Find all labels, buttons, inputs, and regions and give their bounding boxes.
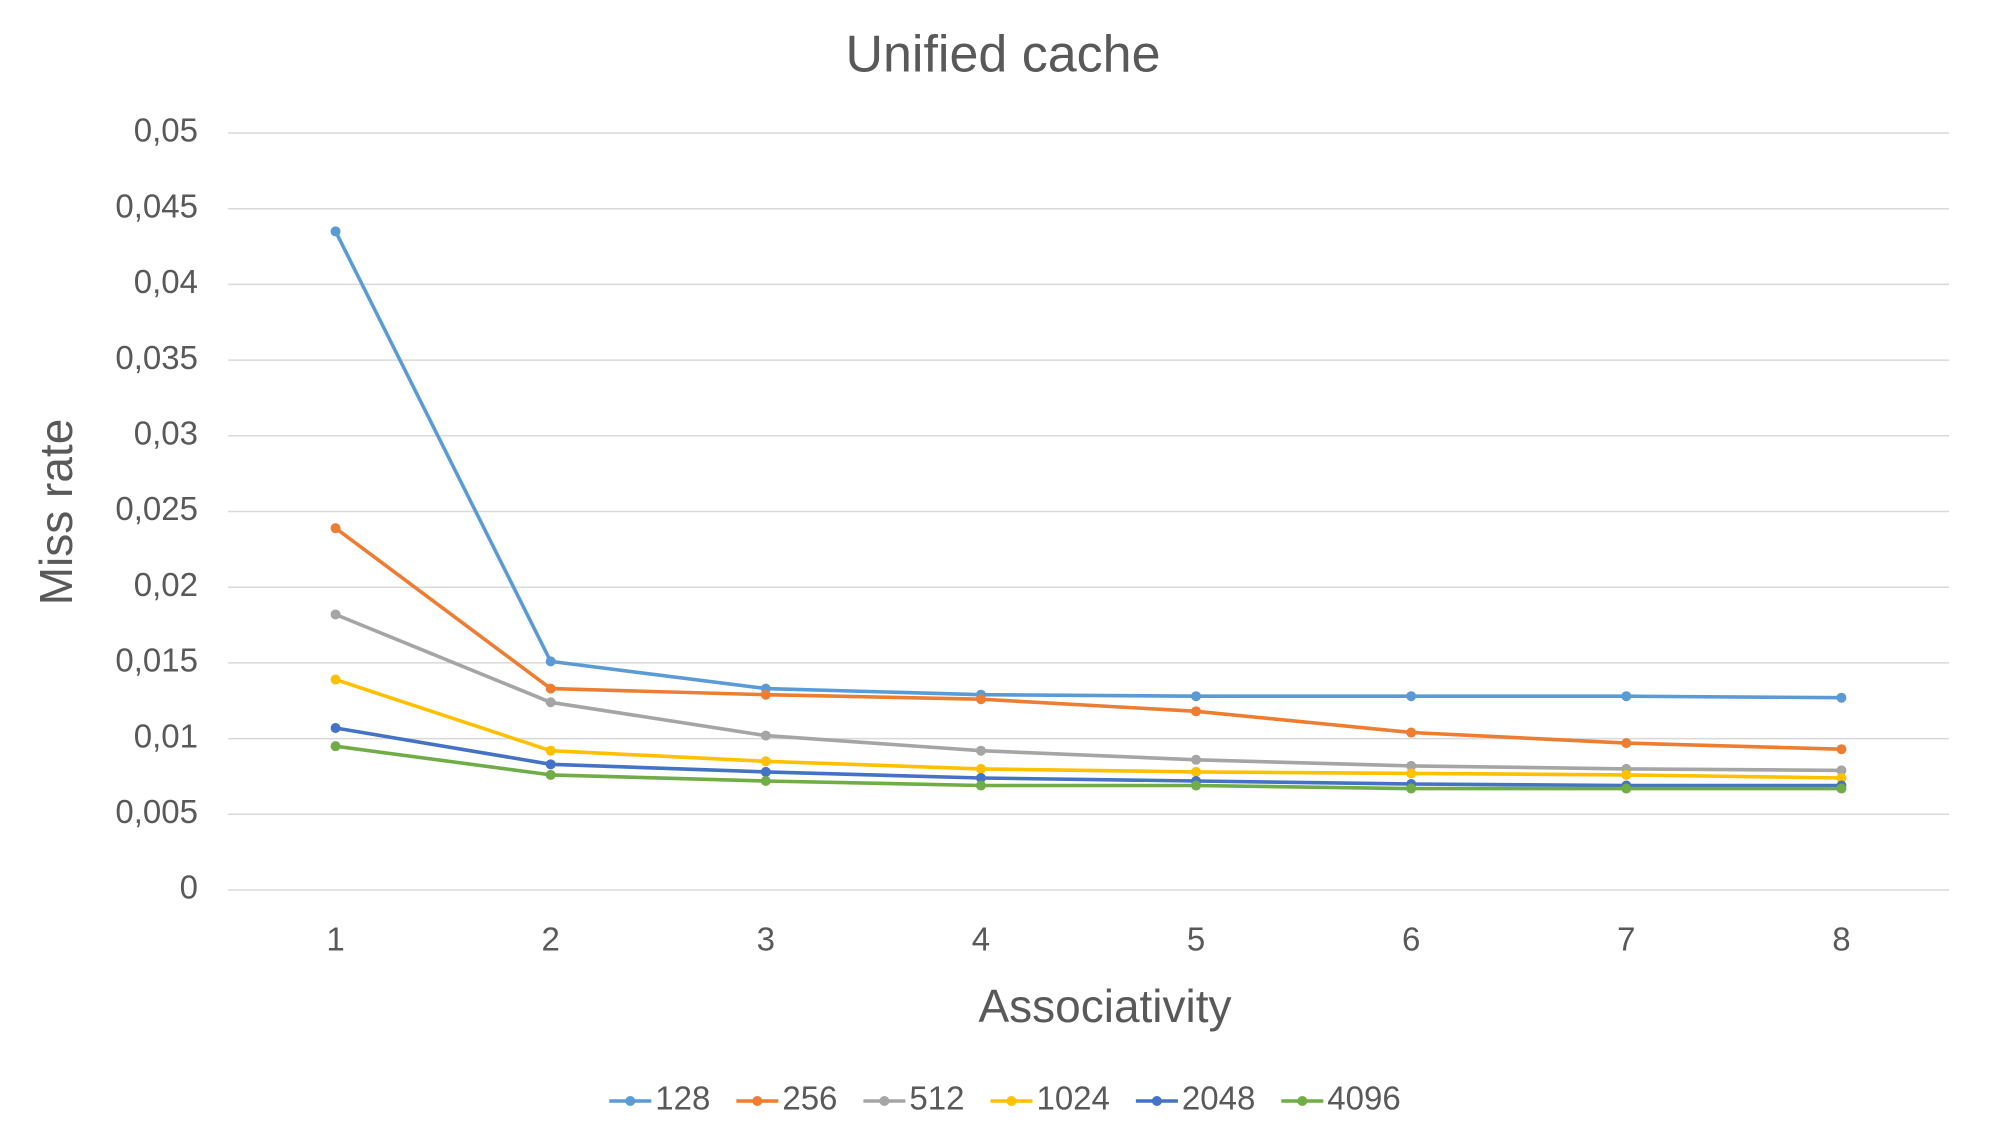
y-axis-title: Miss rate	[30, 419, 82, 606]
series-line	[334, 526, 1842, 751]
data-point	[1621, 738, 1632, 749]
legend-marker	[1151, 1096, 1162, 1106]
legend-marker	[752, 1096, 763, 1106]
data-point	[975, 694, 986, 705]
data-point	[545, 697, 556, 708]
data-point	[330, 741, 341, 752]
x-tick-label: 8	[1832, 921, 1850, 958]
x-tick-label: 5	[1187, 921, 1205, 958]
data-point	[1191, 706, 1202, 717]
y-tick-label: 0,05	[134, 112, 198, 149]
x-tick-label: 7	[1617, 921, 1635, 958]
data-point	[1191, 766, 1202, 777]
legend-label: 512	[909, 1080, 964, 1117]
y-tick-label: 0,04	[134, 263, 198, 300]
data-point	[1406, 760, 1417, 771]
data-point	[975, 745, 986, 756]
data-point	[1406, 691, 1417, 702]
y-tick-label: 0,02	[134, 566, 198, 603]
data-point	[1836, 765, 1847, 776]
x-tick-label: 3	[757, 921, 775, 958]
data-point	[760, 756, 771, 767]
series-line	[335, 677, 1842, 780]
data-point	[545, 656, 556, 667]
y-tick-label: 0	[180, 869, 198, 906]
legend-label: 256	[782, 1080, 837, 1117]
legend-marker	[879, 1096, 890, 1106]
y-tick-label: 0,015	[115, 642, 198, 679]
y-tick-label: 0,045	[115, 187, 198, 224]
y-tick-label: 0,01	[134, 717, 198, 754]
data-point	[330, 674, 341, 685]
y-tick-label: 0,005	[115, 793, 198, 830]
data-point	[975, 763, 986, 774]
data-point	[1191, 691, 1202, 702]
data-point	[545, 683, 556, 694]
data-point	[1621, 769, 1632, 780]
series-line	[333, 230, 1842, 700]
data-point	[1621, 783, 1632, 794]
legend-marker	[1297, 1096, 1308, 1106]
x-tick-label: 4	[972, 921, 990, 958]
x-tick-label: 1	[326, 921, 344, 958]
data-point	[1621, 691, 1632, 702]
data-point	[975, 772, 986, 783]
data-point	[1406, 768, 1417, 779]
data-point	[330, 523, 341, 534]
legend-label: 4096	[1327, 1080, 1400, 1117]
data-point	[760, 775, 771, 786]
data-point	[1191, 780, 1202, 791]
x-axis-title: Associativity	[978, 980, 1231, 1032]
data-point	[1836, 772, 1847, 783]
chart-title: Unified cache	[845, 26, 1160, 84]
data-point	[1836, 692, 1847, 703]
data-point	[760, 730, 771, 741]
y-tick-label: 0,03	[134, 415, 198, 452]
y-tick-label: 0,035	[115, 339, 198, 376]
data-point	[545, 759, 556, 770]
data-point	[1406, 727, 1417, 738]
data-point	[1406, 783, 1417, 794]
x-tick-label: 6	[1402, 921, 1420, 958]
series-line	[334, 612, 1842, 773]
data-point	[330, 226, 341, 237]
legend-label: 1024	[1036, 1080, 1109, 1117]
legend-label: 2048	[1182, 1080, 1255, 1117]
legend-marker	[625, 1096, 636, 1106]
data-point	[975, 780, 986, 791]
data-point	[1836, 783, 1847, 794]
data-point	[545, 745, 556, 756]
data-point	[1191, 754, 1202, 765]
data-point	[330, 609, 341, 620]
y-tick-label: 0,025	[115, 490, 198, 527]
data-point	[330, 723, 341, 734]
data-point	[545, 769, 556, 780]
series-line	[335, 726, 1842, 788]
data-point	[760, 689, 771, 700]
data-point	[1836, 744, 1847, 755]
legend: 128 256 512 1024 2048 4096	[609, 1080, 1401, 1117]
data-point	[760, 766, 771, 777]
series-line	[335, 744, 1842, 791]
legend-label: 128	[655, 1080, 710, 1117]
x-tick-label: 2	[542, 921, 560, 958]
legend-marker	[1006, 1096, 1017, 1106]
